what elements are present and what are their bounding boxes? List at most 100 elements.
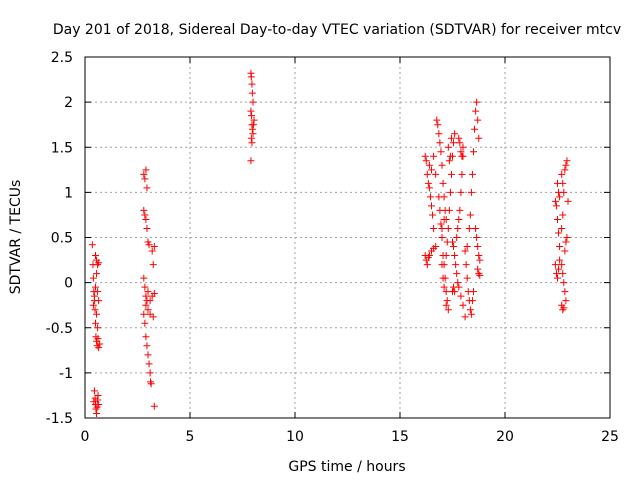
data-point xyxy=(95,400,103,408)
data-point xyxy=(476,256,484,264)
data-point xyxy=(425,184,433,192)
x-axis-label: GPS time / hours xyxy=(288,459,405,475)
data-point xyxy=(150,402,158,410)
data-point xyxy=(93,409,101,417)
y-tick-label: 2.5 xyxy=(51,50,73,66)
data-point xyxy=(455,134,463,142)
data-point xyxy=(456,139,464,147)
data-point xyxy=(436,139,444,147)
data-point xyxy=(248,112,256,120)
data-point xyxy=(147,380,155,388)
data-point xyxy=(442,301,450,309)
data-point xyxy=(440,215,448,223)
data-point xyxy=(454,279,462,287)
data-point xyxy=(555,265,563,273)
data-point xyxy=(422,157,430,165)
y-tick-label: -1.5 xyxy=(46,411,73,427)
data-point xyxy=(438,261,446,269)
data-point xyxy=(145,360,153,368)
data-point xyxy=(96,340,104,348)
data-point xyxy=(140,170,148,178)
data-point xyxy=(458,170,466,178)
x-tick-label: 5 xyxy=(186,429,195,445)
data-point xyxy=(472,107,480,115)
data-point xyxy=(141,211,149,219)
data-point xyxy=(94,391,102,399)
data-point xyxy=(423,170,431,178)
data-point xyxy=(248,89,256,97)
y-axis-label: SDTVAR / TECUs xyxy=(8,180,24,295)
data-point xyxy=(563,234,571,241)
data-point xyxy=(142,215,150,223)
data-point xyxy=(470,288,477,296)
data-point xyxy=(95,297,103,305)
data-point xyxy=(438,224,446,232)
data-point xyxy=(89,301,97,309)
data-point xyxy=(428,202,435,210)
data-point xyxy=(558,261,566,269)
data-point xyxy=(440,283,448,291)
data-point xyxy=(556,256,564,264)
data-point xyxy=(248,80,256,88)
data-point xyxy=(435,130,443,138)
data-point xyxy=(466,306,474,314)
grid xyxy=(85,57,610,418)
data-point xyxy=(446,152,454,160)
data-point xyxy=(148,247,156,255)
data-point xyxy=(558,170,566,178)
x-tick-label: 0 xyxy=(81,429,90,445)
data-point xyxy=(457,188,465,196)
data-point xyxy=(452,261,460,269)
data-point xyxy=(424,253,432,261)
data-point xyxy=(463,274,471,282)
data-point xyxy=(146,297,154,305)
data-point xyxy=(453,270,461,278)
data-point xyxy=(439,179,447,187)
data-point xyxy=(94,288,102,296)
data-point xyxy=(463,243,471,251)
chart-title: Day 201 of 2018, Sidereal Day-to-day VTE… xyxy=(53,22,621,38)
data-point xyxy=(150,289,158,297)
data-point xyxy=(556,193,564,201)
data-point xyxy=(459,143,467,151)
data-point xyxy=(462,261,470,269)
data-point xyxy=(434,121,442,129)
data-point xyxy=(561,247,569,255)
data-point xyxy=(559,179,567,187)
data-point xyxy=(453,234,461,241)
data-point xyxy=(430,152,438,160)
data-point xyxy=(560,279,568,287)
data-point xyxy=(92,319,99,327)
data-point xyxy=(425,161,433,169)
data-point xyxy=(140,206,148,214)
data-point xyxy=(472,224,480,232)
data-point xyxy=(424,179,432,187)
data-point xyxy=(442,288,450,296)
data-point xyxy=(554,215,561,223)
data-point xyxy=(444,143,452,151)
data-point xyxy=(140,274,148,282)
data-point xyxy=(455,215,463,223)
data-point xyxy=(475,134,483,142)
data-point xyxy=(141,283,149,291)
data-point xyxy=(562,161,570,169)
data-point xyxy=(142,292,150,300)
data-point xyxy=(450,243,458,251)
data-point xyxy=(444,224,452,232)
data-point xyxy=(468,297,476,305)
data-point xyxy=(445,206,453,214)
data-point xyxy=(147,378,155,386)
data-point xyxy=(560,304,568,312)
y-tick-label: 0.5 xyxy=(51,231,73,247)
y-tick-label: -1 xyxy=(59,366,73,382)
data-point xyxy=(447,170,455,178)
data-point xyxy=(445,157,453,165)
data-point xyxy=(458,152,466,160)
data-point xyxy=(142,301,150,309)
data-point xyxy=(92,252,99,260)
data-point xyxy=(143,184,151,192)
y-tick-label: -0.5 xyxy=(46,321,73,337)
data-point xyxy=(90,292,98,300)
data-point xyxy=(247,157,255,165)
